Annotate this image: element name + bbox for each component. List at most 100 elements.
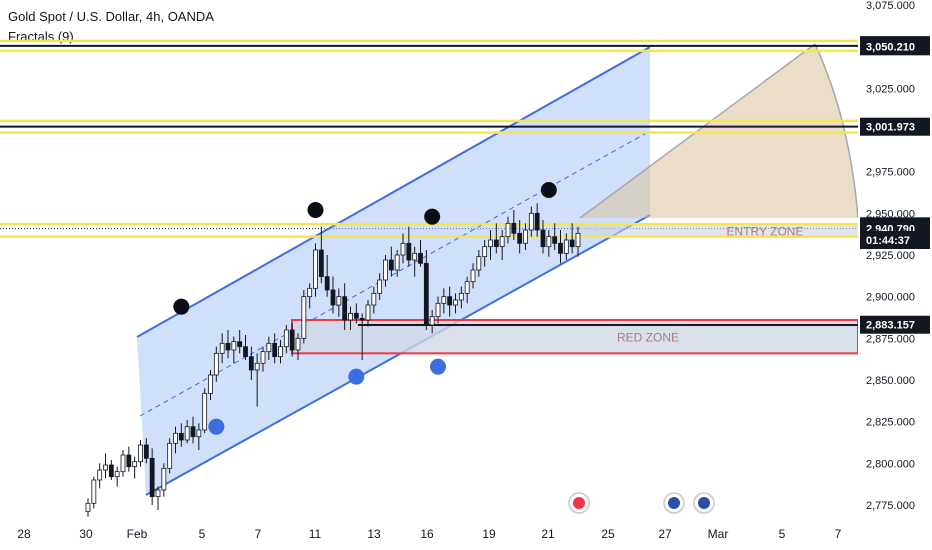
candle-body xyxy=(272,342,278,358)
candle xyxy=(441,288,447,314)
candle xyxy=(301,290,307,344)
price-label-box xyxy=(860,231,930,249)
candle-body xyxy=(435,302,441,318)
candle xyxy=(470,263,476,289)
price-label-box xyxy=(860,37,930,56)
candle xyxy=(493,223,499,254)
price-label: 01:44:37 xyxy=(866,235,910,247)
candle-body xyxy=(348,312,353,321)
x-tick-label: 19 xyxy=(482,527,496,541)
x-tick-label: 27 xyxy=(658,527,672,541)
candle-body xyxy=(569,239,575,248)
x-tick-label: 25 xyxy=(601,527,615,541)
candle xyxy=(178,423,184,447)
chart-title: Gold Spot / U.S. Dollar, 4h, OANDA xyxy=(8,9,214,24)
candle-body xyxy=(365,304,371,321)
candle-body xyxy=(313,249,318,289)
candle-body xyxy=(371,292,377,306)
y-tick-label: 2,975.000 xyxy=(866,167,915,179)
candle xyxy=(108,460,114,480)
price-label: 3,001.973 xyxy=(866,122,915,134)
red-zone-label: RED ZONE xyxy=(617,331,679,345)
candle xyxy=(225,330,231,359)
candle xyxy=(558,230,563,264)
candle-body xyxy=(260,351,266,364)
projection-fan-edge xyxy=(579,43,816,219)
candle-body xyxy=(406,242,412,261)
channel-fill xyxy=(137,47,650,495)
price-label-box xyxy=(860,117,930,136)
candle xyxy=(429,310,435,334)
candle xyxy=(406,226,412,267)
channel-mid-line xyxy=(139,130,651,417)
candle xyxy=(219,333,225,364)
candle xyxy=(353,303,359,324)
candle xyxy=(400,233,406,264)
candle-body xyxy=(324,276,330,291)
candle xyxy=(476,250,482,277)
candle-body xyxy=(470,269,476,283)
candle-body xyxy=(190,426,196,438)
candle xyxy=(184,420,190,444)
x-tick-label: 21 xyxy=(541,527,555,541)
candle xyxy=(336,288,342,317)
y-tick-label: 2,825.000 xyxy=(866,417,915,429)
candle-body xyxy=(552,236,558,244)
candle xyxy=(243,335,248,360)
candle xyxy=(540,220,546,254)
candle-body xyxy=(120,454,126,473)
candle xyxy=(447,286,453,317)
candle xyxy=(132,456,138,479)
y-tick-label: 2,775.000 xyxy=(866,500,915,512)
x-tick-label: 30 xyxy=(79,527,93,541)
candle xyxy=(418,240,423,267)
candle xyxy=(499,230,505,260)
candle-body xyxy=(254,362,260,371)
candle xyxy=(324,255,330,297)
channel-upper-line xyxy=(136,46,651,338)
candle-body xyxy=(173,432,178,444)
candle-body xyxy=(458,292,464,301)
flash-icon xyxy=(573,497,585,509)
candle xyxy=(143,438,149,464)
candle-body xyxy=(103,464,108,471)
candle-body xyxy=(342,296,348,321)
candle xyxy=(412,246,418,277)
candle xyxy=(318,226,324,284)
candle xyxy=(272,333,278,364)
candle-body xyxy=(540,229,546,248)
candle-body xyxy=(546,236,552,248)
candle xyxy=(190,416,196,444)
candle-body xyxy=(383,259,388,281)
candle xyxy=(97,463,103,489)
candle xyxy=(307,283,313,309)
y-tick-label: 3,075.000 xyxy=(866,0,915,12)
price-label: 3,050.210 xyxy=(866,41,915,53)
candle xyxy=(313,243,318,297)
y-tick-label: 2,800.000 xyxy=(866,458,915,470)
candle xyxy=(103,453,108,479)
projection-fan xyxy=(580,44,858,218)
candle xyxy=(569,223,575,254)
x-tick-label: Feb xyxy=(127,527,148,541)
x-tick-label: 7 xyxy=(835,527,842,541)
fractal-down-marker xyxy=(430,358,446,375)
candle xyxy=(231,336,237,364)
candle-body xyxy=(108,464,114,478)
candle xyxy=(120,450,126,477)
candle xyxy=(348,306,353,330)
candle xyxy=(534,203,540,237)
fractal-up-marker xyxy=(173,298,190,315)
y-tick-label: 2,900.000 xyxy=(866,292,915,304)
candle xyxy=(342,283,348,330)
candle-body xyxy=(476,256,482,271)
candle xyxy=(155,486,161,510)
candle-body xyxy=(243,346,248,358)
candle xyxy=(213,346,219,382)
candle xyxy=(528,206,534,237)
candle-body xyxy=(447,296,453,306)
candle-body xyxy=(418,252,423,264)
projection-fan-arc xyxy=(814,43,859,219)
candle xyxy=(523,223,528,250)
